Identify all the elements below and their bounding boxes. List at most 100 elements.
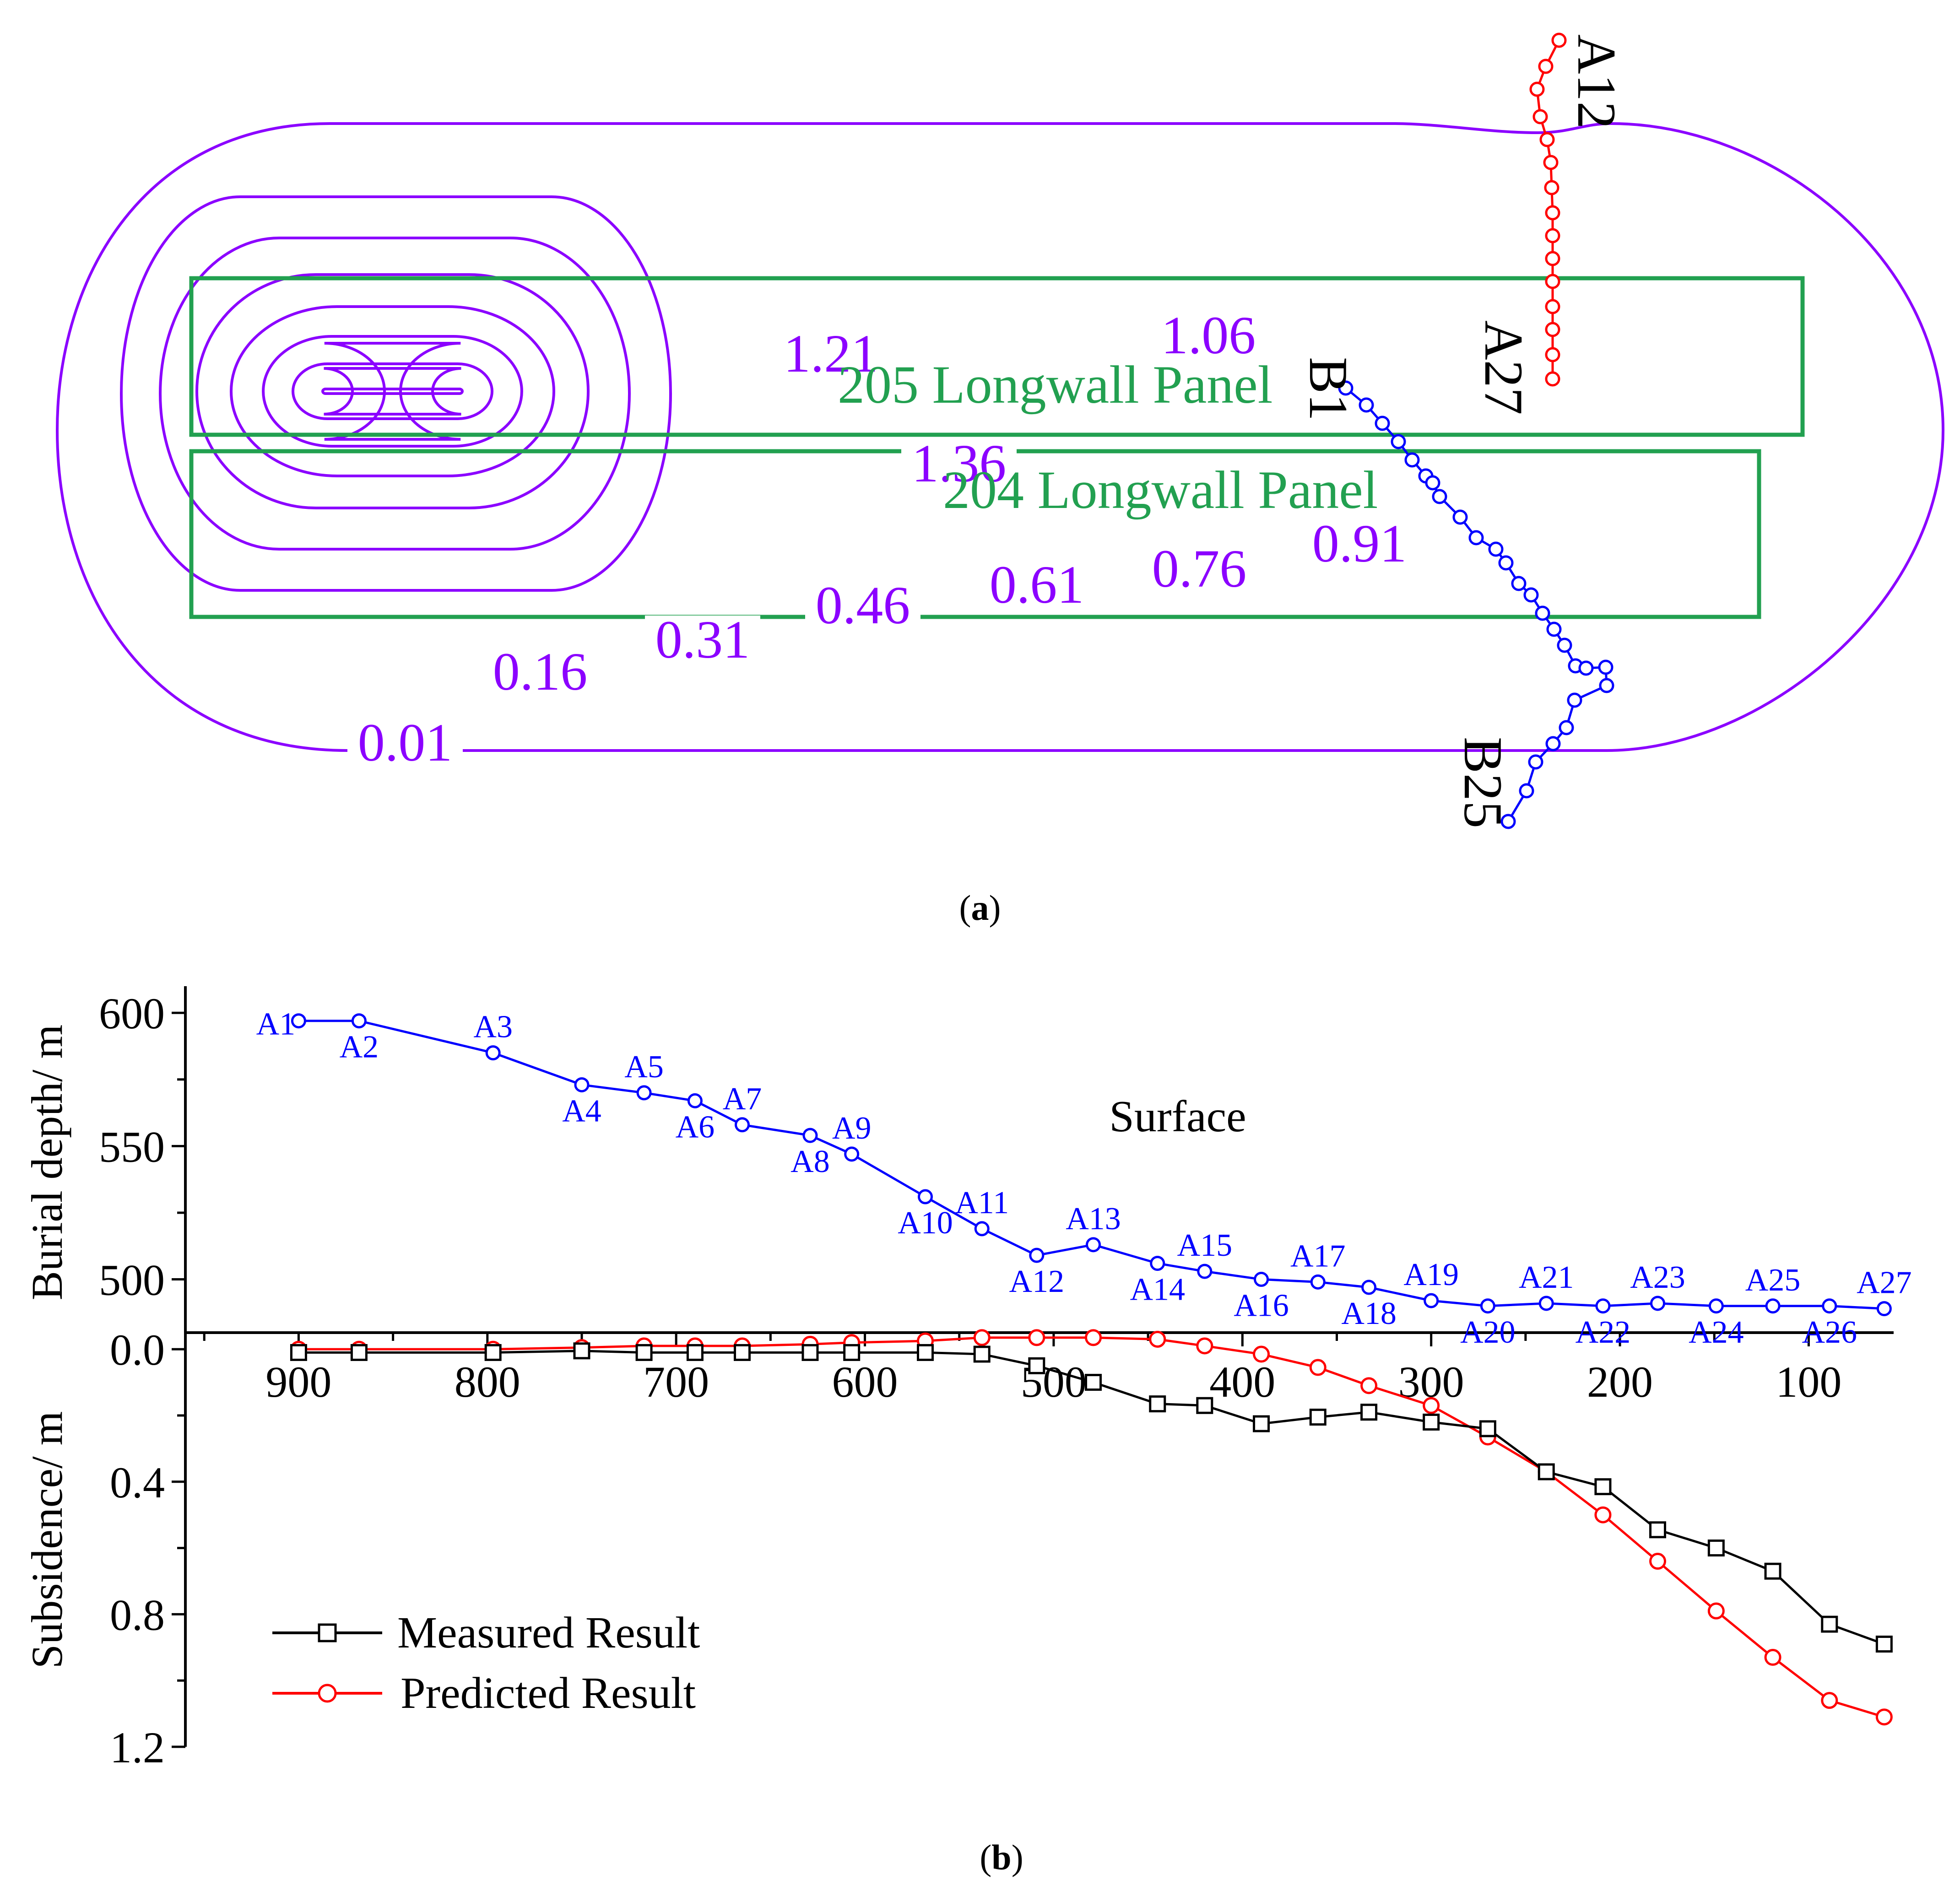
depth-point-label-A4: A4 [562, 1093, 601, 1129]
survey-point-b-9 [1452, 509, 1468, 525]
measured-point-7 [734, 1344, 751, 1361]
line-label-a27: A27 [1473, 320, 1534, 415]
measured-point-8 [801, 1344, 819, 1361]
contour-label-bg-1.36 [901, 439, 1017, 485]
survey-point-b-5 [1404, 452, 1420, 468]
measured-point-5 [635, 1344, 653, 1361]
predicted-point-14 [1149, 1330, 1166, 1348]
survey-point-b-10 [1468, 530, 1484, 546]
survey-point-a-7 [1544, 180, 1559, 195]
depth-point-A11 [974, 1221, 990, 1237]
contour-labels: 0.01 0.16 0.31 0.46 0.61 0.76 0.91 1.06 1.21 1.36 [347, 305, 1417, 772]
contour-label-0.61: 0.61 [990, 555, 1084, 615]
survey-point-b-13 [1511, 576, 1527, 591]
contour-label-0.46: 0.46 [816, 575, 910, 635]
depth-point-A16 [1254, 1272, 1269, 1287]
contour-1.36 [324, 342, 461, 441]
line-label-b1: B1 [1298, 357, 1359, 421]
burial-depth-series: A1A2A3A4A5A6A7A8A9A10A11A12A13A14A15A16A… [256, 1007, 1912, 1350]
depth-point-label-A3: A3 [473, 1010, 513, 1045]
measured-point-10 [917, 1344, 934, 1361]
depth-point-A7 [735, 1117, 750, 1133]
contour-label-0.01: 0.01 [358, 713, 453, 772]
ytick-label-subs-1.2: 1.2 [110, 1723, 165, 1772]
survey-point-a-4 [1532, 109, 1548, 124]
survey-point-a-8 [1545, 205, 1560, 221]
depth-point-label-A14: A14 [1130, 1272, 1185, 1307]
panel-label-205: 205 Longwall Panel [838, 355, 1272, 415]
caption-a: (a) [959, 888, 1001, 928]
survey-point-a-5 [1539, 132, 1555, 147]
depth-point-A1 [291, 1013, 306, 1029]
measured-point-6 [686, 1344, 704, 1361]
survey-point-b-4 [1391, 434, 1406, 449]
contour-label-0.16: 0.16 [493, 642, 588, 702]
line-label-a12: A12 [1566, 34, 1627, 129]
survey-point-b-11 [1488, 541, 1504, 557]
contour-0.16 [120, 195, 672, 592]
ytick-label-subs-0.0: 0.0 [110, 1325, 165, 1374]
xtick-label-600: 600 [832, 1357, 898, 1406]
depth-point-A3 [485, 1045, 501, 1061]
surface-label: Surface [1109, 1092, 1246, 1141]
y-axis-label-subsidence: Subsidence/ m [22, 1411, 71, 1669]
contour-label-bg-0.76 [1142, 545, 1257, 590]
predicted-point-25 [1764, 1649, 1781, 1666]
depth-point-label-A26: A26 [1802, 1315, 1857, 1350]
depth-point-label-A11: A11 [955, 1185, 1009, 1221]
y-axis-label-burial-depth: Burial depth/ m [22, 1025, 71, 1301]
contour-1.21 [324, 367, 461, 416]
survey-point-a-10 [1545, 251, 1560, 266]
survey-line-a [1529, 32, 1567, 387]
contour-label-0.91: 0.91 [1312, 513, 1407, 573]
measured-point-9 [843, 1344, 861, 1361]
depth-point-label-A2: A2 [340, 1030, 379, 1065]
depth-point-label-A23: A23 [1630, 1260, 1685, 1295]
depth-point-A22 [1595, 1298, 1611, 1314]
depth-point-A18 [1361, 1280, 1377, 1295]
depth-point-label-A27: A27 [1857, 1265, 1912, 1301]
x-tick-labels: 900 800 700 600 500 400 300 200 100 [265, 1357, 1841, 1406]
contour-label-bg-1.06 [1151, 311, 1266, 357]
y-tick-labels: 600 550 500 0.0 0.4 0.8 1.2 [99, 989, 165, 1772]
survey-point-b-16 [1546, 621, 1562, 637]
legend-predicted-label: Predicted Result [401, 1669, 696, 1718]
depth-point-A24 [1708, 1298, 1724, 1314]
depth-point-label-A18: A18 [1341, 1296, 1397, 1331]
contour-label-bg-0.31 [645, 616, 760, 661]
depth-point-label-A9: A9 [832, 1111, 872, 1146]
contour-label-0.76: 0.76 [1152, 539, 1247, 599]
depth-point-A2 [351, 1013, 367, 1029]
caption-b: (b) [980, 1837, 1023, 1877]
legend: Measured Result Predicted Result [272, 1608, 700, 1718]
measured-point-17 [1309, 1409, 1327, 1426]
longwall-panel-205 [189, 276, 1805, 437]
depth-point-A5 [636, 1085, 652, 1101]
xtick-label-800: 800 [455, 1357, 520, 1406]
survey-point-a-15 [1545, 371, 1560, 387]
depth-point-label-A21: A21 [1519, 1260, 1574, 1295]
depth-point-A21 [1538, 1296, 1554, 1311]
depth-point-label-A22: A22 [1576, 1315, 1631, 1350]
contour-label-bg-0.46 [805, 581, 920, 627]
depth-point-label-A6: A6 [676, 1109, 715, 1145]
depth-point-A4 [574, 1077, 590, 1092]
xtick-label-200: 200 [1587, 1357, 1653, 1406]
depth-point-A20 [1480, 1298, 1495, 1314]
ytick-label-depth-550: 550 [99, 1122, 165, 1171]
survey-point-b-8 [1432, 489, 1447, 504]
depth-point-label-A15: A15 [1177, 1228, 1233, 1263]
predicted-point-23 [1649, 1553, 1667, 1570]
measured-point-12 [1028, 1357, 1045, 1374]
predicted-point-15 [1196, 1337, 1213, 1355]
predicted-point-13 [1085, 1329, 1102, 1346]
depth-point-label-A5: A5 [624, 1049, 664, 1085]
contour-0.76 [262, 335, 523, 448]
survey-point-a-1 [1551, 32, 1567, 48]
xtick-label-700: 700 [643, 1357, 709, 1406]
survey-point-a-2 [1538, 59, 1554, 74]
contour-label-bg-0.91 [1302, 519, 1417, 565]
contour-1.06 [321, 388, 464, 395]
